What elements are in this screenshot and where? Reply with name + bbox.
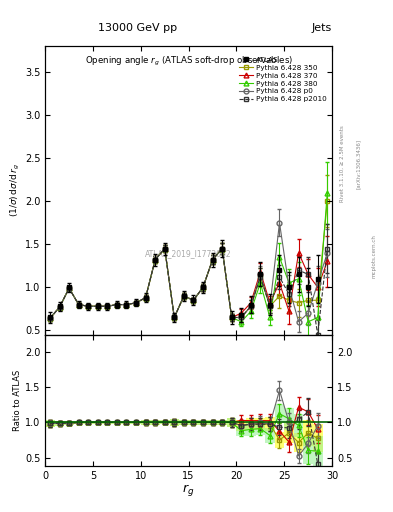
Text: mcplots.cern.ch: mcplots.cern.ch	[371, 234, 376, 278]
Text: Jets: Jets	[312, 23, 332, 33]
X-axis label: $r_g$: $r_g$	[182, 482, 195, 498]
Y-axis label: Ratio to ATLAS: Ratio to ATLAS	[13, 370, 22, 431]
Text: Rivet 3.1.10, ≥ 2.5M events: Rivet 3.1.10, ≥ 2.5M events	[340, 125, 345, 202]
Text: ATLAS_2019_I1772062: ATLAS_2019_I1772062	[145, 249, 232, 259]
Y-axis label: $(1/\sigma)\,\mathrm{d}\sigma/\mathrm{d}\,r_g$: $(1/\sigma)\,\mathrm{d}\sigma/\mathrm{d}…	[9, 163, 22, 218]
Legend: ATLAS, Pythia 6.428 350, Pythia 6.428 370, Pythia 6.428 380, Pythia 6.428 p0, Py: ATLAS, Pythia 6.428 350, Pythia 6.428 37…	[237, 55, 329, 104]
Text: Opening angle $r_g$ (ATLAS soft-drop observables): Opening angle $r_g$ (ATLAS soft-drop obs…	[84, 55, 293, 68]
Text: 13000 GeV pp: 13000 GeV pp	[98, 23, 177, 33]
Text: [arXiv:1306.3436]: [arXiv:1306.3436]	[356, 139, 361, 189]
